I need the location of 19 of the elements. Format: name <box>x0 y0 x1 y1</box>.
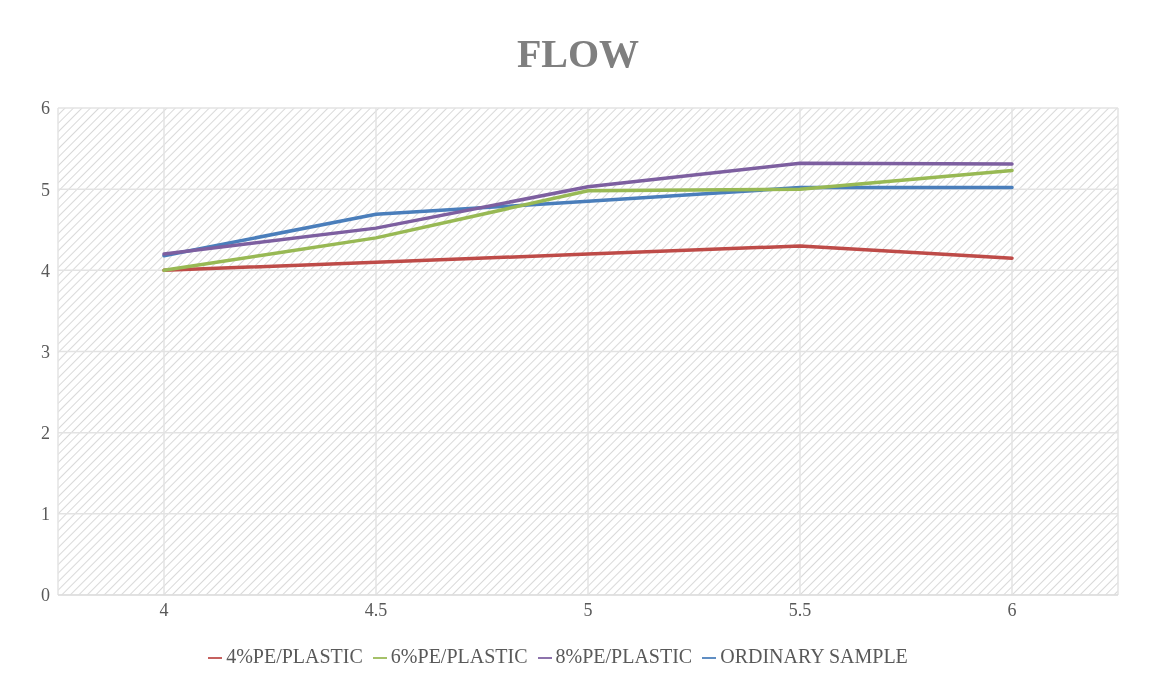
y-tick-label: 3 <box>41 341 50 362</box>
line-series <box>162 168 1014 273</box>
chart-title: FLOW <box>515 30 641 78</box>
x-tick-label: 4.5 <box>364 599 388 620</box>
y-tick-label: 1 <box>41 504 50 525</box>
x-tick-label: 6 <box>1007 599 1017 620</box>
y-tick-label: 0 <box>41 585 50 606</box>
x-tick-label: 4 <box>159 599 169 620</box>
legend-label: ORDINARY SAMPLE <box>720 645 908 667</box>
y-tick-label: 5 <box>41 179 50 200</box>
y-tick-label: 2 <box>41 423 50 444</box>
y-tick-label: 4 <box>41 260 50 281</box>
y-tick-label: 6 <box>41 98 50 119</box>
legend-label: 6%PE/PLASTIC <box>390 645 528 667</box>
x-tick-label: 5 <box>583 599 593 620</box>
x-tick-label: 5.5 <box>788 599 812 620</box>
line-series <box>162 161 1014 256</box>
legend-label: 4%PE/PLASTIC <box>226 645 363 667</box>
legend-label: 8%PE/PLASTIC <box>555 645 693 667</box>
